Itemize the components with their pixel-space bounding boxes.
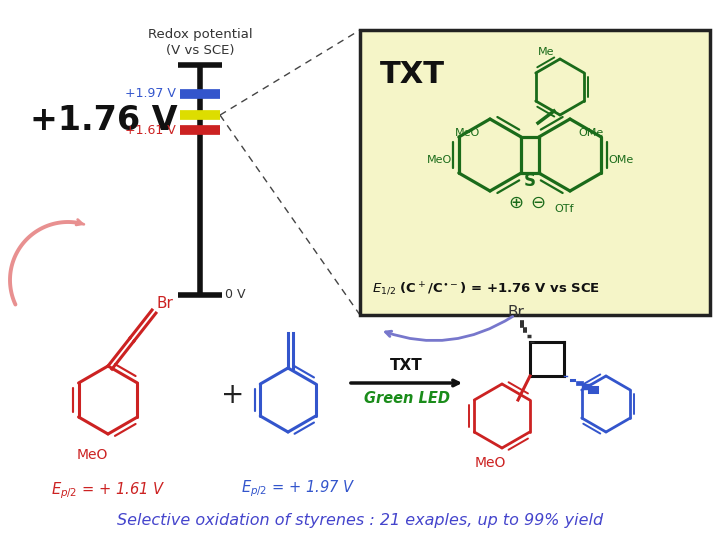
Text: $\it{E}_{p/2}$ = + 1.61 V: $\it{E}_{p/2}$ = + 1.61 V xyxy=(51,480,165,501)
Text: OMe: OMe xyxy=(578,128,603,138)
Text: ⊖: ⊖ xyxy=(531,194,546,212)
Text: TXT: TXT xyxy=(390,358,423,373)
Text: TXT: TXT xyxy=(380,60,445,89)
Text: MeO: MeO xyxy=(427,155,452,165)
Text: Selective oxidation of styrenes : 21 exaples, up to 99% yield: Selective oxidation of styrenes : 21 exa… xyxy=(117,513,603,528)
Text: OTf: OTf xyxy=(554,204,574,214)
Text: +: + xyxy=(221,381,245,409)
Text: S: S xyxy=(524,172,536,190)
Text: MeO: MeO xyxy=(76,448,108,462)
Text: Me: Me xyxy=(538,47,554,57)
Text: Br: Br xyxy=(156,296,173,312)
Text: +1.76 V: +1.76 V xyxy=(30,104,178,137)
Text: 0 V: 0 V xyxy=(225,288,246,301)
Text: +1.61 V: +1.61 V xyxy=(125,124,176,137)
Text: Redox potential
(V vs SCE): Redox potential (V vs SCE) xyxy=(148,28,252,57)
Text: MeO: MeO xyxy=(455,128,480,138)
Text: MeO: MeO xyxy=(474,456,505,470)
Text: +1.97 V: +1.97 V xyxy=(125,87,176,100)
Text: $\it{E}_{p/2}$ = + 1.97 V: $\it{E}_{p/2}$ = + 1.97 V xyxy=(240,478,355,498)
Text: Br: Br xyxy=(507,305,524,320)
Text: Green LED: Green LED xyxy=(364,391,449,406)
Text: OMe: OMe xyxy=(608,155,634,165)
Text: $\it{E}_{1/2}$ (C$^+$/C$^{\bullet-}$) = +1.76 V vs SCE: $\it{E}_{1/2}$ (C$^+$/C$^{\bullet-}$) = … xyxy=(372,280,600,297)
Text: ⊕: ⊕ xyxy=(508,194,523,212)
FancyBboxPatch shape xyxy=(360,30,710,315)
